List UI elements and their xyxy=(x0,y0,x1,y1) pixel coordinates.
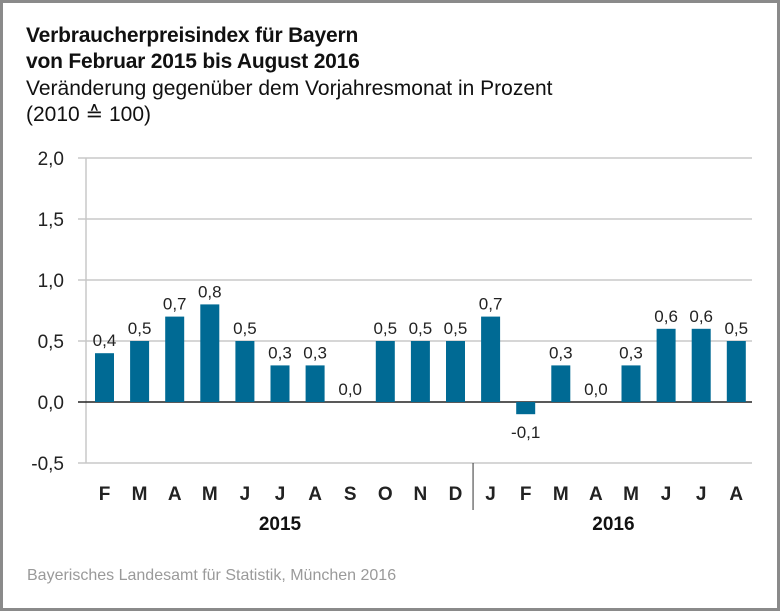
x-tick-label: J xyxy=(485,484,496,505)
y-tick-label: 0,5 xyxy=(38,332,64,353)
bar xyxy=(446,341,465,402)
year-labels: 2015 2016 xyxy=(259,463,635,535)
y-tick-label: 0,0 xyxy=(38,393,64,414)
data-label: 0,5 xyxy=(233,319,257,338)
data-label: 0,3 xyxy=(619,343,643,362)
data-label: -0,1 xyxy=(511,423,540,442)
x-tick-label: A xyxy=(308,484,322,505)
chart-title-line2: von Februar 2015 bis August 2016 xyxy=(26,50,360,73)
data-label: 0,3 xyxy=(268,343,292,362)
bar xyxy=(305,365,325,402)
bar xyxy=(200,304,220,402)
data-label: 0,5 xyxy=(373,319,397,338)
data-label: 0,0 xyxy=(338,380,362,399)
data-label: 0,3 xyxy=(549,343,573,362)
data-label: 0,7 xyxy=(163,295,187,314)
bar xyxy=(95,353,114,402)
chart-subtitle-line2: (2010 ≙ 100) xyxy=(26,103,152,126)
bar xyxy=(130,341,150,402)
y-axis-ticks: 2,0 1,5 1,0 0,5 0,0 -0,5 xyxy=(31,149,64,475)
data-label: 0,5 xyxy=(409,319,433,338)
year-label: 2016 xyxy=(592,514,634,535)
bar xyxy=(516,402,536,415)
data-label: 0,5 xyxy=(444,319,468,338)
x-tick-label: F xyxy=(520,484,532,505)
bar xyxy=(481,316,501,402)
y-tick-label: 1,0 xyxy=(38,271,64,292)
x-tick-label: S xyxy=(344,484,357,505)
bar xyxy=(270,365,290,402)
data-label: 0,3 xyxy=(303,343,327,362)
bar xyxy=(375,341,395,402)
data-label: 0,5 xyxy=(128,319,152,338)
x-tick-label: J xyxy=(275,484,286,505)
x-tick-label: M xyxy=(202,484,218,505)
x-tick-label: J xyxy=(696,484,707,505)
data-label: 0,5 xyxy=(724,319,748,338)
bars xyxy=(95,304,746,415)
bar xyxy=(726,341,746,402)
y-tick-label: 1,5 xyxy=(38,210,64,231)
chart-title-line1: Verbraucherpreisindex für Bayern xyxy=(26,24,359,47)
x-tick-label: M xyxy=(623,484,639,505)
bar xyxy=(235,341,255,402)
x-tick-label: A xyxy=(729,484,743,505)
bar xyxy=(656,328,676,402)
x-tick-label: M xyxy=(553,484,569,505)
bar xyxy=(691,328,711,402)
chart-subtitle-line1: Veränderung gegenüber dem Vorjahresmonat… xyxy=(26,77,553,100)
x-tick-label: O xyxy=(378,484,393,505)
data-label: 0,6 xyxy=(654,307,678,326)
y-tick-label: 2,0 xyxy=(38,149,64,170)
data-label: 0,4 xyxy=(93,331,117,350)
x-tick-label: J xyxy=(240,484,251,505)
data-label: 0,8 xyxy=(198,282,222,301)
bar xyxy=(621,365,641,402)
bar xyxy=(551,365,571,402)
data-labels: 0,4 0,5 0,7 0,8 0,5 0,3 0,3 0,0 0,5 0,5 0,5 0,7 -0,1… xyxy=(93,282,748,442)
x-tick-label: A xyxy=(168,484,182,505)
x-tick-label: D xyxy=(449,484,463,505)
x-tick-label: N xyxy=(414,484,428,505)
bar xyxy=(410,341,430,402)
data-label: 0,7 xyxy=(479,295,503,314)
x-tick-label: F xyxy=(99,484,111,505)
x-tick-label: J xyxy=(661,484,672,505)
x-tick-label: A xyxy=(589,484,603,505)
data-label: 0,0 xyxy=(584,380,608,399)
source-note: Bayerisches Landesamt für Statistik, Mün… xyxy=(27,567,397,584)
year-label: 2015 xyxy=(259,514,302,535)
y-tick-label: -0,5 xyxy=(31,454,64,475)
x-tick-label: M xyxy=(132,484,148,505)
data-label: 0,6 xyxy=(689,307,713,326)
bar xyxy=(165,316,185,402)
